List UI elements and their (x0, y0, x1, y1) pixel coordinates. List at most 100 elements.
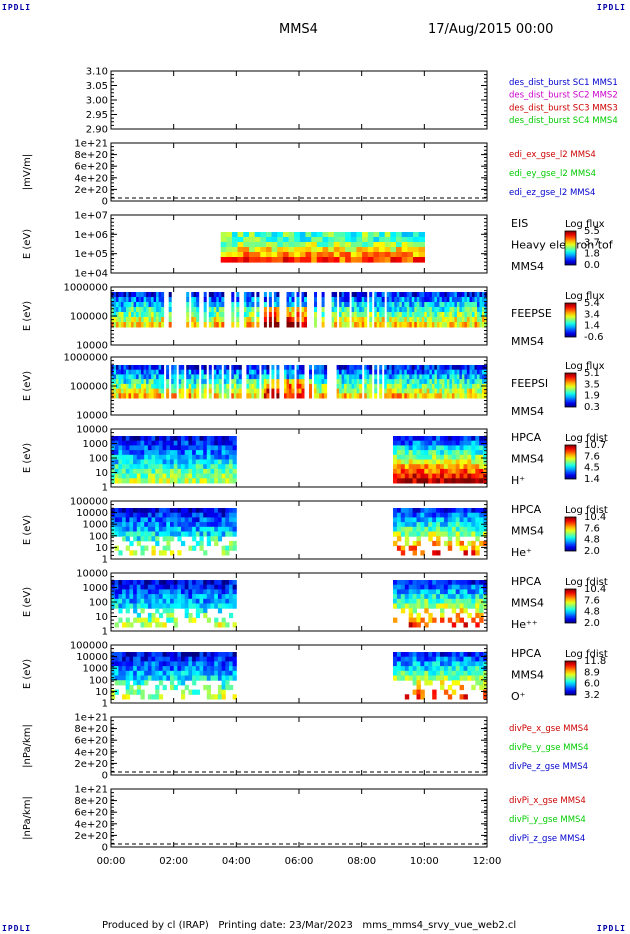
spectrogram-cell (333, 257, 341, 263)
spectrogram-cell (221, 317, 225, 323)
spectrogram-cell (217, 508, 223, 514)
spectrogram-cell (396, 661, 402, 667)
spectrogram-cell (421, 317, 425, 323)
spectrogram-cell (351, 393, 355, 399)
spectrogram-cell (440, 508, 445, 514)
spectrogram-cell (233, 379, 237, 385)
spectrogram-cell (436, 312, 440, 318)
spectrogram-cell (133, 450, 138, 456)
spectrogram-cell (203, 598, 208, 604)
spectrogram-cell (170, 531, 175, 537)
spectrogram-cell (374, 374, 378, 380)
spectrogram-cell (464, 317, 468, 323)
spectrogram-cell (249, 257, 256, 263)
colorbar (564, 302, 577, 338)
spectrogram-cell (416, 508, 421, 514)
spectrogram-cell (177, 666, 182, 672)
spectrogram-cell (170, 675, 175, 681)
spectrogram-cell (155, 684, 160, 691)
spectrogram-cell (203, 292, 207, 298)
spectrogram-cell (156, 369, 160, 375)
spectrogram-cell (294, 242, 301, 248)
spectrogram-cell (229, 580, 234, 586)
spectrogram-cell (412, 517, 417, 523)
spectrogram-cell (424, 312, 428, 318)
spectrogram-cell (436, 459, 441, 465)
spectrogram-cell (291, 379, 295, 385)
spectrogram-cell (199, 468, 204, 475)
spectrogram-cell (177, 661, 182, 667)
spectrogram-cell (171, 383, 175, 390)
y-tick-label: 1000 (83, 520, 108, 531)
spectrogram-cell (356, 379, 360, 385)
spectrogram-cell (354, 379, 358, 385)
spectrogram-cell (449, 365, 453, 371)
spectrogram-3 (220, 232, 425, 263)
spectrogram-cell (208, 393, 212, 399)
spectrogram-cell (424, 464, 429, 470)
spectrogram-cell (123, 292, 127, 298)
spectrogram-cell (271, 247, 278, 253)
spectrogram-cell (133, 531, 138, 537)
spectrogram-cell (236, 379, 240, 385)
spectrogram-cell (339, 257, 346, 263)
spectrogram-cell (408, 675, 414, 681)
spectrogram-cell (477, 374, 480, 380)
series-label: des_dist_burst SC1 MMS1 (509, 78, 618, 88)
spectrogram-cell (199, 445, 204, 451)
spectrogram-cell (416, 450, 421, 456)
spectrogram-cell (229, 512, 234, 518)
spectrogram-cell (273, 292, 277, 298)
spectrogram-cell (273, 302, 277, 308)
spectrogram-cell (111, 580, 116, 586)
spectrogram-cell (420, 459, 425, 465)
spectrogram-cell (181, 694, 186, 700)
spectrogram-cell (156, 297, 160, 303)
spectrogram-cell (454, 383, 458, 390)
spectrogram-cell (424, 508, 429, 514)
spectrogram-cell (128, 374, 132, 380)
spectrogram-cell (166, 464, 171, 470)
spectrogram-cell (416, 292, 420, 298)
spectrogram-cell (273, 312, 277, 318)
spectrogram-cell (118, 302, 122, 308)
spectrogram-cell (432, 440, 437, 446)
spectrogram-cell (177, 531, 182, 537)
spectrogram-cell (399, 322, 403, 328)
spectrogram-cell (321, 322, 325, 328)
spectrogram-cell (393, 445, 398, 451)
spectrogram-cell (396, 656, 402, 662)
spectrogram-cell (133, 517, 138, 523)
spectrogram-cell (364, 393, 368, 399)
spectrogram-cell (144, 598, 149, 604)
spectrogram-cell (221, 468, 226, 475)
spectrogram-cell (162, 445, 167, 451)
spectrogram-cell (396, 383, 400, 390)
spectrogram-cell (158, 302, 162, 308)
spectrogram-cell (122, 526, 127, 532)
spectrogram-cell (334, 312, 338, 318)
spectrogram-cell (111, 379, 114, 385)
spectrogram-cell (479, 531, 484, 537)
spectrogram-cell (251, 383, 255, 390)
spectrogram-cell (223, 393, 227, 399)
spectrogram-cell (226, 379, 230, 385)
spectrogram-cell (151, 675, 156, 681)
spectrogram-cell (431, 374, 435, 380)
spectrogram-cell (408, 468, 414, 475)
spectrogram-cell (361, 312, 365, 318)
spectrogram-cell (201, 365, 205, 371)
spectrogram-cell (191, 292, 195, 298)
spectrogram-cell (177, 589, 182, 595)
spectrogram-cell (122, 522, 127, 528)
colorbar-value: 5.5 (584, 226, 600, 237)
spectrogram-cell (404, 661, 410, 667)
spectrogram-cell (463, 656, 468, 662)
spectrogram-cell (404, 459, 410, 465)
spectrogram-cell (324, 374, 328, 380)
spectrogram-cell (118, 589, 123, 595)
colorbar (564, 660, 577, 696)
spectrogram-cell (238, 388, 242, 394)
spectrogram-cell (379, 242, 386, 248)
